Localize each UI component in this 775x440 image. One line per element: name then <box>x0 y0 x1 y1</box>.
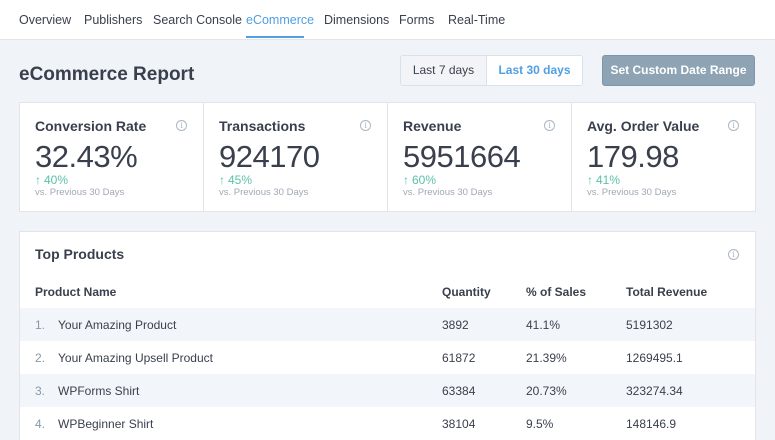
row-index: 3. <box>35 384 46 398</box>
info-icon[interactable]: i <box>360 120 371 131</box>
info-icon[interactable]: i <box>728 120 739 131</box>
arrow-up-icon: ↑ <box>403 173 409 187</box>
column-header-quantity: Quantity <box>442 285 491 299</box>
page-title: eCommerce Report <box>19 64 195 85</box>
column-header-total-revenue: Total Revenue <box>626 285 708 299</box>
metric-avg-order-value: Avg. Order Value i 179.98 ↑ 41% vs. Previ… <box>572 103 755 211</box>
quantity: 61872 <box>442 351 476 365</box>
metric-conversion-rate: Conversion Rate i 32.43% ↑ 40% vs. Previo… <box>20 103 204 211</box>
product-name: WPForms Shirt <box>58 384 140 398</box>
tab-publishers[interactable]: Publishers <box>84 13 143 27</box>
arrow-up-icon: ↑ <box>35 173 41 187</box>
metric-value: 179.98 <box>587 139 679 174</box>
tab-ecommerce[interactable]: eCommerce <box>246 13 315 27</box>
metric-compare: vs. Previous 30 Days <box>403 187 493 198</box>
metric-change: ↑ 40% <box>35 173 68 187</box>
product-name: Your Amazing Upsell Product <box>58 351 213 365</box>
metrics-panel: Conversion Rate i 32.43% ↑ 40% vs. Previo… <box>19 102 756 212</box>
metric-change-value: 60% <box>412 173 437 187</box>
total-revenue: 148146.9 <box>626 417 677 431</box>
metric-label: Transactions <box>219 118 306 134</box>
metric-change: ↑ 45% <box>219 173 252 187</box>
metric-change-value: 40% <box>44 173 69 187</box>
top-nav: Overview Publishers Search Console eComm… <box>0 0 775 40</box>
total-revenue: 1269495.1 <box>626 351 683 365</box>
panel-title: Top Products <box>35 246 125 262</box>
metric-label: Avg. Order Value <box>587 118 700 134</box>
metric-change-value: 45% <box>228 173 253 187</box>
last-7-days-button[interactable]: Last 7 days <box>401 56 487 85</box>
pct-of-sales: 20.73% <box>526 384 567 398</box>
metric-change: ↑ 60% <box>403 173 436 187</box>
row-index: 4. <box>35 417 46 431</box>
tab-overview[interactable]: Overview <box>19 13 72 27</box>
metric-revenue: Revenue i 5951664 ↑ 60% vs. Previous 30 D… <box>388 103 572 211</box>
tab-search-console[interactable]: Search Console <box>153 13 242 27</box>
date-range-toggle: Last 7 days Last 30 days <box>400 55 583 86</box>
quantity: 63384 <box>442 384 476 398</box>
metric-label: Revenue <box>403 118 462 134</box>
table-row: 2. Your Amazing Upsell Product 61872 21.… <box>20 341 755 374</box>
metric-compare: vs. Previous 30 Days <box>587 187 677 198</box>
row-index: 2. <box>35 351 46 365</box>
row-index: 1. <box>35 318 46 332</box>
total-revenue: 323274.34 <box>626 384 683 398</box>
product-name: WPBeginner Shirt <box>58 417 154 431</box>
metric-compare: vs. Previous 30 Days <box>219 187 309 198</box>
product-name: Your Amazing Product <box>58 318 177 332</box>
table-row: 4. WPBeginner Shirt 38104 9.5% 148146.9 <box>20 407 755 440</box>
quantity: 38104 <box>442 417 476 431</box>
table-row: 1. Your Amazing Product 3892 41.1% 51913… <box>20 308 755 341</box>
metric-transactions: Transactions i 924170 ↑ 45% vs. Previous … <box>204 103 388 211</box>
set-custom-date-range-button[interactable]: Set Custom Date Range <box>602 55 755 86</box>
metric-change-value: 41% <box>596 173 621 187</box>
metric-compare: vs. Previous 30 Days <box>35 187 125 198</box>
tab-real-time[interactable]: Real-Time <box>448 13 506 27</box>
tab-dimensions[interactable]: Dimensions <box>324 13 390 27</box>
tab-forms[interactable]: Forms <box>399 13 435 27</box>
total-revenue: 5191302 <box>626 318 673 332</box>
pct-of-sales: 21.39% <box>526 351 567 365</box>
table-row: 3. WPForms Shirt 63384 20.73% 323274.34 <box>20 374 755 407</box>
pct-of-sales: 9.5% <box>526 417 554 431</box>
arrow-up-icon: ↑ <box>219 173 225 187</box>
info-icon[interactable]: i <box>176 120 187 131</box>
metric-value: 5951664 <box>403 139 521 174</box>
info-icon[interactable]: i <box>728 249 739 260</box>
last-30-days-button[interactable]: Last 30 days <box>487 56 582 85</box>
column-header-product-name: Product Name <box>35 285 117 299</box>
metric-label: Conversion Rate <box>35 118 147 134</box>
arrow-up-icon: ↑ <box>587 173 593 187</box>
quantity: 3892 <box>442 318 469 332</box>
column-header-pct-of-sales: % of Sales <box>526 285 587 299</box>
active-tab-indicator <box>246 36 304 38</box>
top-products-panel: Top Products i Product Name Quantity % o… <box>19 231 756 440</box>
metric-change: ↑ 41% <box>587 173 620 187</box>
metric-value: 32.43% <box>35 139 138 174</box>
info-icon[interactable]: i <box>544 120 555 131</box>
metric-value: 924170 <box>219 139 320 174</box>
pct-of-sales: 41.1% <box>526 318 561 332</box>
